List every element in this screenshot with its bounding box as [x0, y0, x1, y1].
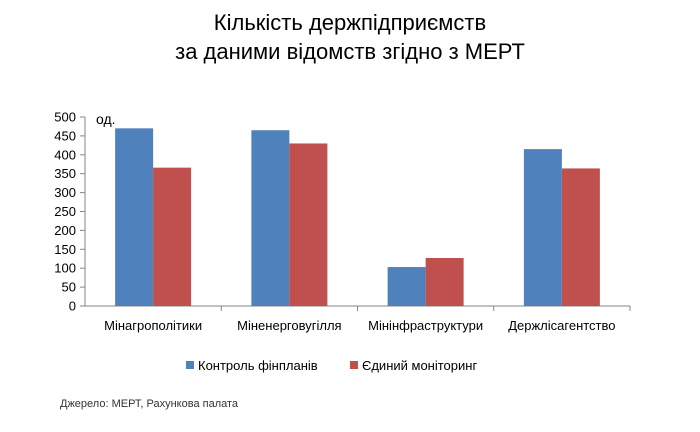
y-tick-label: 150 — [54, 242, 76, 257]
bar-monitoring — [289, 143, 328, 306]
y-tick-label: 0 — [69, 299, 76, 314]
bar-control — [251, 130, 290, 306]
y-tick-label: 50 — [62, 280, 76, 295]
x-category-label: Міненерговугілля — [237, 318, 341, 333]
x-category-label: Мінінфраструктури — [368, 318, 483, 333]
y-tick-label: 450 — [54, 128, 76, 143]
x-category-label: Держлісагентство — [508, 318, 615, 333]
source-note: Джерело: МЕРТ, Рахункова палата — [60, 398, 239, 410]
chart-labels: од. Мінагрополітики Міненерговугілля Мінінф… — [96, 111, 616, 333]
legend-swatch — [350, 361, 358, 369]
y-tick-label: 350 — [54, 166, 76, 181]
chart-axes: 0 50 100 150 200 250 300 350 400 450 500 — [54, 110, 631, 314]
chart-title-line-1: Кількість держпідприємств — [213, 10, 487, 35]
legend-label: Єдиний моніторинг — [362, 358, 477, 373]
bar-control — [523, 149, 562, 306]
y-unit-label: од. — [96, 111, 116, 127]
x-category-label: Мінагрополітики — [104, 318, 202, 333]
chart-title-line-2: за даними відомств згідно з МЕРТ — [175, 39, 525, 64]
chart-title: Кількість держпідприємств за даними відо… — [0, 8, 700, 66]
bar-control — [115, 128, 154, 306]
y-tick-label: 200 — [54, 223, 76, 238]
y-tick-label: 250 — [54, 204, 76, 219]
bar-control — [387, 267, 426, 306]
chart-bars — [115, 128, 600, 306]
y-tick-label: 400 — [54, 147, 76, 162]
bar-monitoring — [561, 168, 600, 306]
y-tick-label: 500 — [54, 110, 76, 125]
bar-monitoring — [425, 257, 464, 306]
y-tick-label: 100 — [54, 261, 76, 276]
chart-legend: Контроль фінпланів Єдиний моніторинг — [186, 358, 477, 373]
bar-monitoring — [153, 167, 192, 306]
y-tick-label: 300 — [54, 185, 76, 200]
legend-label: Контроль фінпланів — [198, 358, 318, 373]
legend-swatch — [186, 361, 194, 369]
